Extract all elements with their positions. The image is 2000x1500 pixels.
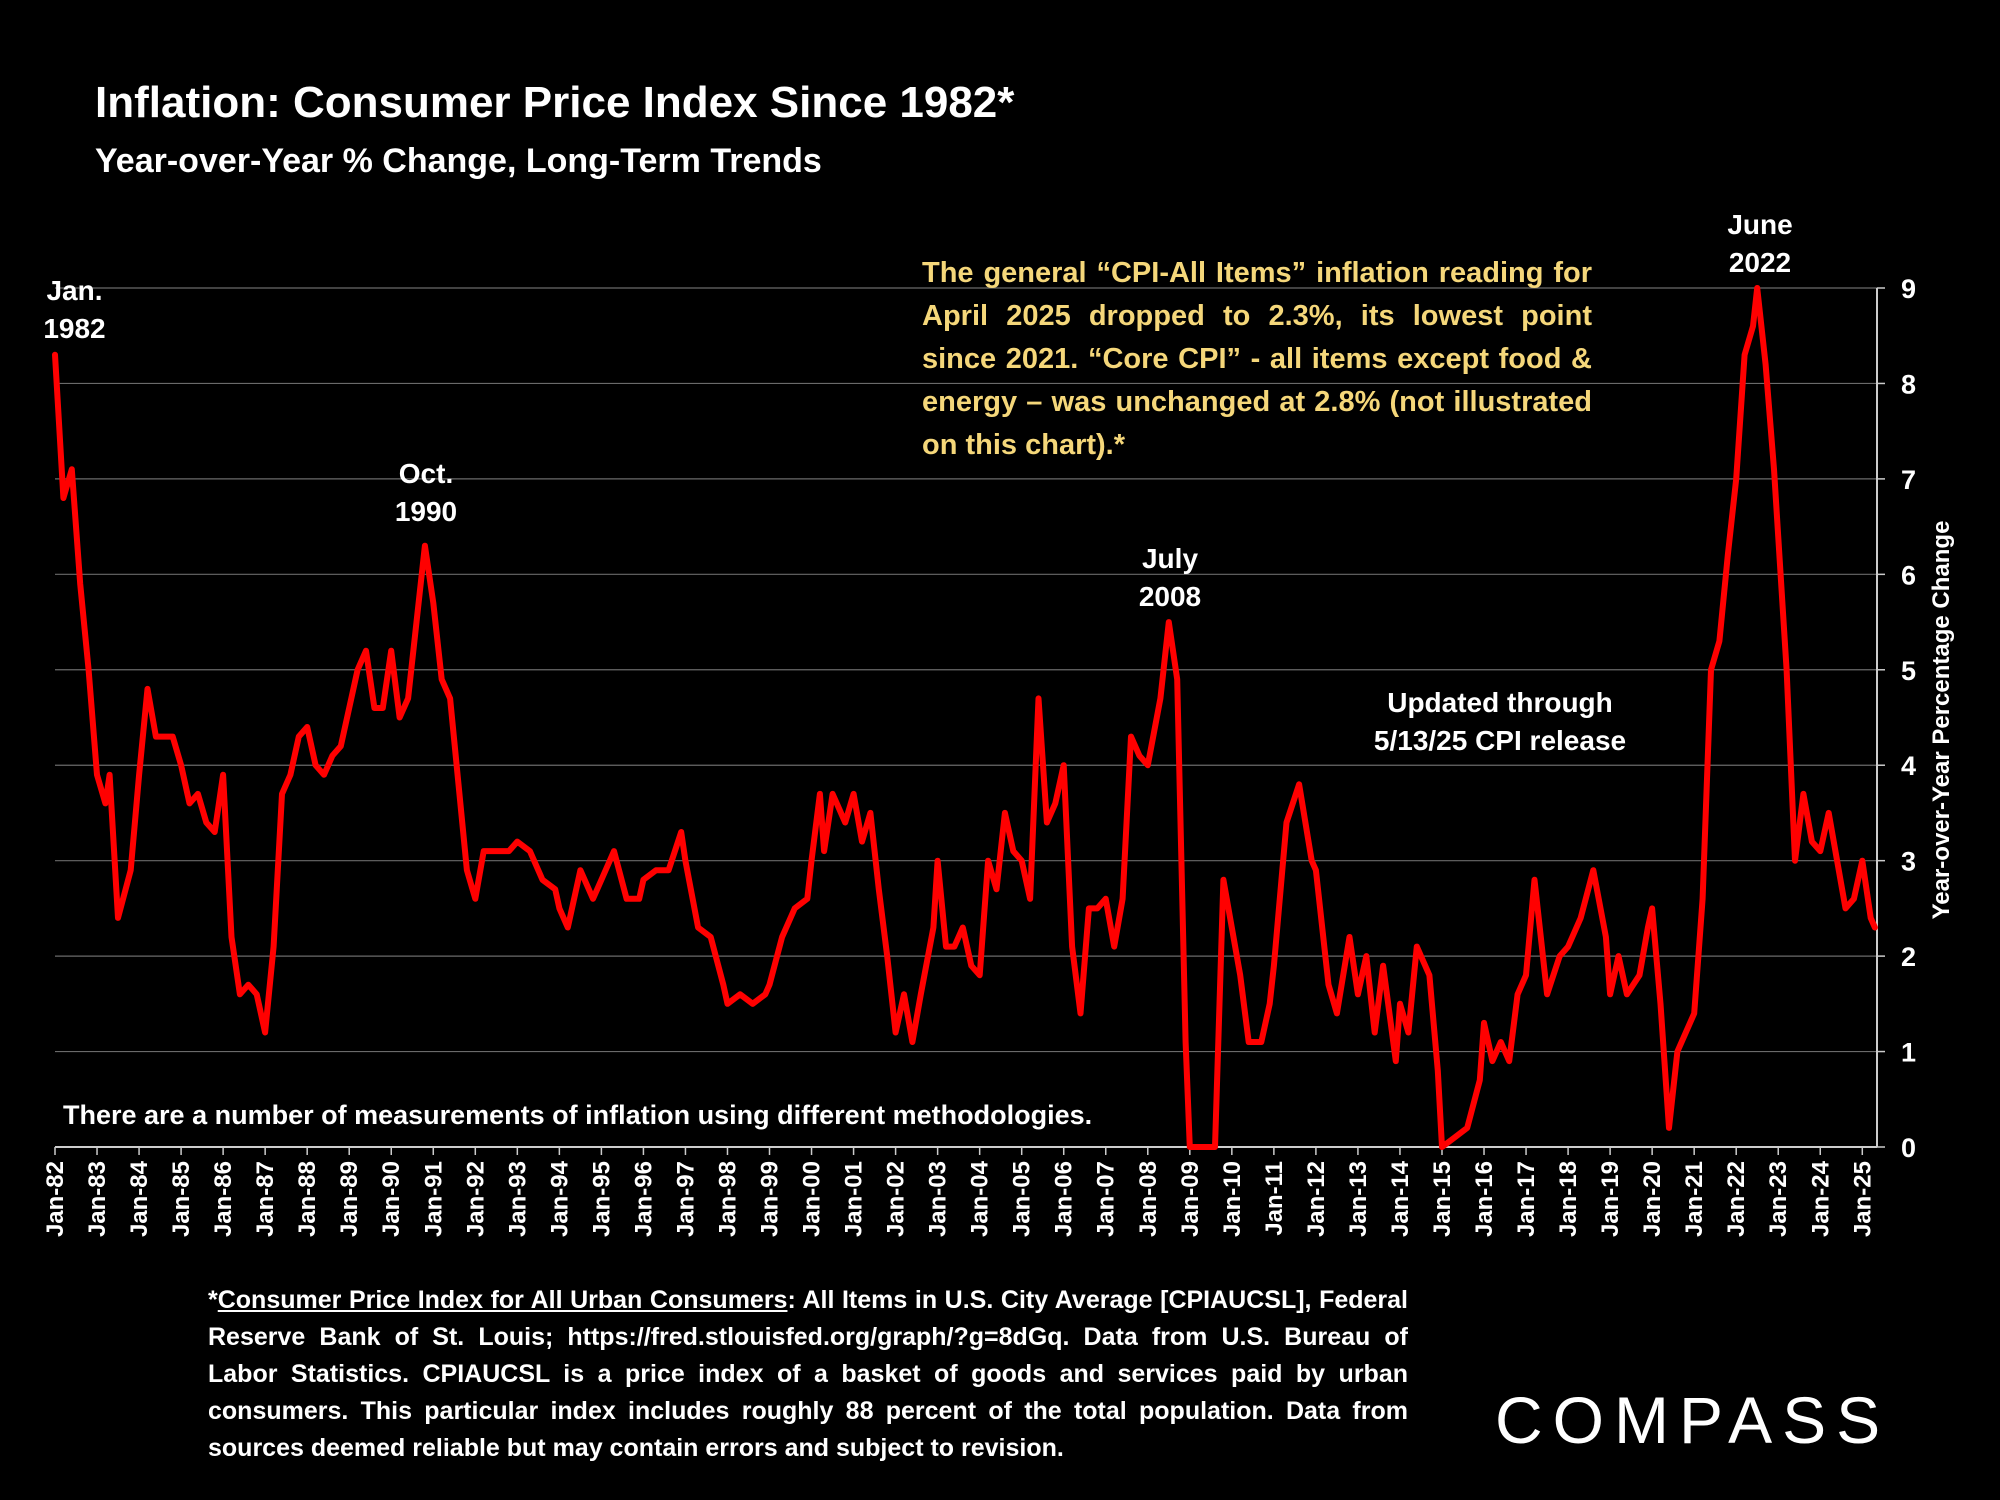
x-tick-label: Jan-93 [504,1161,531,1237]
footnote-body: : All Items in U.S. City Average [CPIAUC… [208,1286,1409,1462]
x-tick-label: Jan-90 [378,1161,405,1237]
x-tick-label: Jan-87 [252,1161,279,1237]
x-tick-label: Jan-86 [210,1161,237,1237]
x-tick-label: Jan-19 [1597,1161,1624,1237]
cpi-series-line [52,285,1878,1150]
x-tick-label: Jan-95 [588,1161,615,1237]
x-tick-label: Jan-07 [1093,1161,1120,1237]
x-tick-label: Jan-92 [462,1161,489,1237]
y-tick-label: 3 [1901,847,1916,877]
x-tick-label: Jan-99 [757,1161,784,1237]
y-axis-ticks: 0 1 2 3 4 5 6 7 8 9 [1877,274,1916,1163]
y-tick-label: 7 [1901,465,1916,495]
annotation-oct-1990: Oct. 1990 [394,458,458,527]
x-tick-label: Jan-23 [1765,1161,1792,1237]
x-tick-label: Jan-98 [714,1161,741,1237]
x-tick-label: Jan-14 [1387,1160,1414,1237]
footnote-link[interactable]: Consumer Price Index for All Urban Consu… [217,1286,788,1314]
x-tick-label: Jan-18 [1555,1161,1582,1237]
x-tick-label: Jan-03 [925,1161,952,1237]
x-tick-label: Jan-88 [294,1161,321,1237]
y-tick-label: 2 [1901,942,1916,972]
x-tick-label: Jan-00 [799,1161,826,1237]
x-tick-label: Jan-04 [967,1160,994,1237]
x-tick-label: Jan-01 [841,1161,868,1237]
compass-logo: COMPASS [1495,1383,1891,1457]
x-tick-label: Jan-05 [1009,1161,1036,1237]
x-tick-label: Jan-89 [336,1161,363,1237]
x-tick-label: Jan-25 [1849,1161,1876,1237]
x-tick-label: Jan-82 [42,1161,69,1237]
chart-subtitle: Year-over-Year % Change, Long-Term Trend… [95,142,822,180]
x-tick-label: Jan-12 [1303,1161,1330,1237]
x-tick-label: Jan-15 [1429,1161,1456,1237]
callout-text: The general “CPI-All Items” inflation re… [922,257,1592,461]
x-tick-label: Jan-13 [1345,1161,1372,1237]
footnote: *Consumer Price Index for All Urban Cons… [208,1282,1408,1467]
x-tick-label: Jan-96 [630,1161,657,1237]
x-tick-label: Jan-85 [168,1161,195,1237]
x-tick-label: Jan-02 [883,1161,910,1237]
y-tick-label: 8 [1901,369,1916,399]
annotation-jan-1982: Jan. 1982 [43,275,106,344]
x-tick-label: Jan-83 [84,1161,111,1237]
x-tick-label: Jan-10 [1219,1161,1246,1237]
x-tick-label: Jan-09 [1177,1161,1204,1237]
x-tick-label: Jan-84 [126,1160,153,1237]
x-tick-label: Jan-11 [1261,1161,1288,1236]
x-axis-ticks: Jan-82 Jan-83 Jan-84 Jan-85 Jan-86 Jan-87 Jan-… [42,1147,1876,1237]
footnote-prefix: * [208,1286,218,1314]
y-tick-label: 5 [1901,656,1916,686]
x-tick-label: Jan-16 [1471,1161,1498,1237]
x-tick-label: Jan-94 [546,1160,573,1237]
annotation-jul-2008: July 2008 [1138,543,1202,612]
x-tick-label: Jan-20 [1639,1161,1666,1237]
x-tick-label: Jan-97 [672,1161,699,1237]
x-tick-label: Jan-24 [1807,1160,1834,1237]
updated-through-note: Updated through 5/13/25 CPI release [1373,687,1627,756]
y-tick-label: 1 [1901,1038,1916,1068]
x-tick-label: Jan-08 [1135,1161,1162,1237]
x-tick-label: Jan-21 [1681,1161,1708,1237]
y-tick-label: 0 [1901,1133,1916,1163]
chart-title: Inflation: Consumer Price Index Since 19… [95,78,1015,127]
methodology-note: There are a number of measurements of in… [63,1100,1093,1130]
x-tick-label: Jan-06 [1051,1161,1078,1237]
x-tick-label: Jan-91 [420,1161,447,1237]
y-axis-label: Year-over-Year Percentage Change [1928,520,1955,920]
x-tick-label: Jan-22 [1723,1161,1750,1237]
x-tick-label: Jan-17 [1513,1161,1540,1237]
y-tick-label: 6 [1901,560,1916,590]
annotation-jun-2022: June 2022 [1727,209,1793,278]
y-tick-label: 9 [1901,274,1916,304]
y-tick-label: 4 [1901,751,1916,781]
